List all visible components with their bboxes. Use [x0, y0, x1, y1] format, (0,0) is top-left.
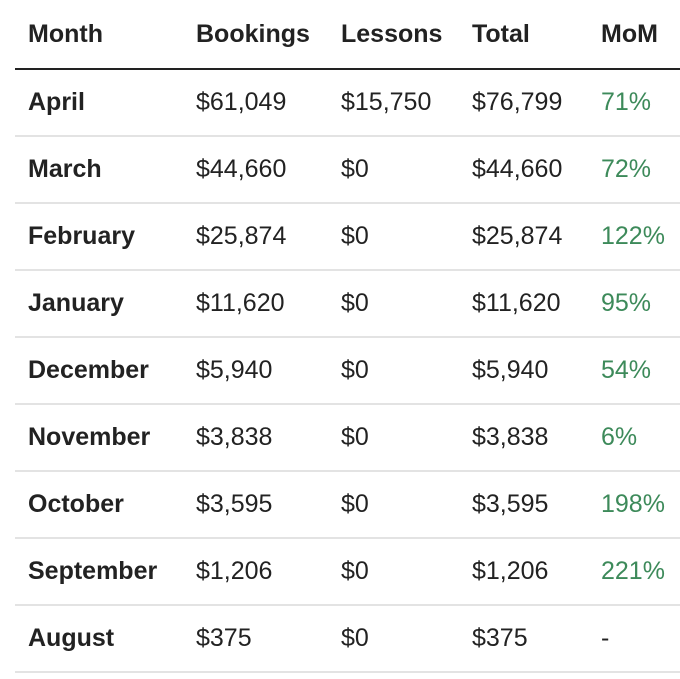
cell-mom: 122% — [588, 203, 680, 271]
cell-total: $11,620 — [459, 270, 588, 338]
table-row: April $61,049 $15,750 $76,799 71% — [15, 69, 680, 137]
cell-total: $44,660 — [459, 136, 588, 204]
cell-bookings: $375 — [183, 605, 328, 673]
cell-total: $76,799 — [459, 69, 588, 137]
cell-month: August — [15, 605, 183, 673]
cell-lessons: $0 — [328, 337, 459, 405]
cell-lessons: $0 — [328, 538, 459, 606]
table-row: December $5,940 $0 $5,940 54% — [15, 337, 680, 405]
cell-month: December — [15, 337, 183, 405]
cell-total: $5,940 — [459, 337, 588, 405]
column-header-mom: MoM — [588, 0, 680, 70]
cell-total: $3,595 — [459, 471, 588, 539]
table-row: November $3,838 $0 $3,838 6% — [15, 404, 680, 472]
table-row: October $3,595 $0 $3,595 198% — [15, 471, 680, 539]
cell-month: January — [15, 270, 183, 338]
cell-mom: - — [588, 605, 680, 673]
cell-lessons: $0 — [328, 136, 459, 204]
table-header: Month Bookings Lessons Total MoM — [15, 0, 680, 70]
table-row: January $11,620 $0 $11,620 95% — [15, 270, 680, 338]
cell-total: $25,874 — [459, 203, 588, 271]
revenue-table: Month Bookings Lessons Total MoM April $… — [15, 0, 680, 673]
cell-month: October — [15, 471, 183, 539]
table-row: March $44,660 $0 $44,660 72% — [15, 136, 680, 204]
cell-total: $375 — [459, 605, 588, 673]
cell-total: $3,838 — [459, 404, 588, 472]
table-row: February $25,874 $0 $25,874 122% — [15, 203, 680, 271]
cell-mom: 95% — [588, 270, 680, 338]
cell-bookings: $1,206 — [183, 538, 328, 606]
cell-mom: 54% — [588, 337, 680, 405]
cell-mom: 198% — [588, 471, 680, 539]
cell-mom: 72% — [588, 136, 680, 204]
table-row: September $1,206 $0 $1,206 221% — [15, 538, 680, 606]
cell-bookings: $5,940 — [183, 337, 328, 405]
table-row: August $375 $0 $375 - — [15, 605, 680, 673]
header-row: Month Bookings Lessons Total MoM — [15, 0, 680, 70]
column-header-total: Total — [459, 0, 588, 70]
cell-month: February — [15, 203, 183, 271]
table-body: April $61,049 $15,750 $76,799 71% March … — [15, 69, 680, 673]
cell-lessons: $0 — [328, 404, 459, 472]
cell-mom: 71% — [588, 69, 680, 137]
cell-lessons: $0 — [328, 203, 459, 271]
cell-total: $1,206 — [459, 538, 588, 606]
cell-month: November — [15, 404, 183, 472]
cell-mom: 221% — [588, 538, 680, 606]
cell-month: April — [15, 69, 183, 137]
cell-lessons: $0 — [328, 270, 459, 338]
cell-bookings: $25,874 — [183, 203, 328, 271]
cell-bookings: $44,660 — [183, 136, 328, 204]
column-header-lessons: Lessons — [328, 0, 459, 70]
cell-month: September — [15, 538, 183, 606]
cell-month: March — [15, 136, 183, 204]
cell-lessons: $0 — [328, 605, 459, 673]
cell-lessons: $15,750 — [328, 69, 459, 137]
cell-bookings: $61,049 — [183, 69, 328, 137]
cell-lessons: $0 — [328, 471, 459, 539]
cell-bookings: $11,620 — [183, 270, 328, 338]
cell-bookings: $3,595 — [183, 471, 328, 539]
cell-bookings: $3,838 — [183, 404, 328, 472]
column-header-bookings: Bookings — [183, 0, 328, 70]
cell-mom: 6% — [588, 404, 680, 472]
column-header-month: Month — [15, 0, 183, 70]
